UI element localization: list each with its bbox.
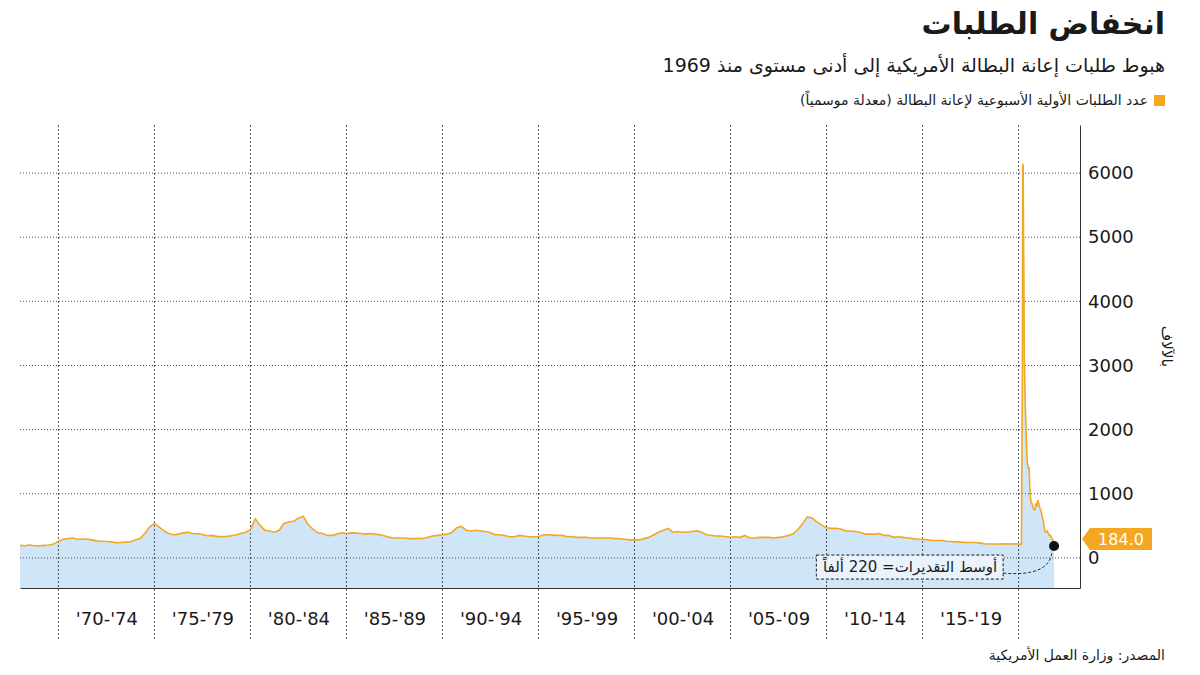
x-tick-label: '85-'89: [364, 608, 426, 629]
x-axis: '70-'74 '75-'79 '80-'84 '85-'89 '90-'94 '95-'…: [21, 588, 1081, 629]
legend-swatch: [1154, 95, 1165, 106]
x-tick-label: '80-'84: [268, 608, 330, 629]
x-tick-label: '00-'04: [652, 608, 714, 629]
plot-lines: [20, 163, 1054, 546]
grid-line-x: [634, 125, 635, 640]
y-tick-label: 3000: [1088, 355, 1134, 376]
y-tick: 3000: [1080, 355, 1134, 376]
source: المصدر: وزارة العمل الأمريكية: [989, 647, 1165, 663]
x-tick-label: '90-'94: [460, 608, 522, 629]
value-flag: [1082, 528, 1152, 550]
x-tick: '85-'89: [364, 588, 426, 629]
x-tick-label: '70-'74: [76, 608, 138, 629]
x-tick: '15-'19: [940, 588, 1002, 629]
y-tick-label: 0: [1088, 547, 1099, 568]
estimate-box: [816, 555, 1003, 579]
grid-line-x: [442, 125, 443, 640]
grid-line-y: [20, 365, 1080, 366]
grid: [20, 125, 1080, 640]
grid-line-y: [20, 301, 1080, 302]
x-tick: '00-'04: [652, 588, 714, 629]
x-tick: '95-'99: [556, 588, 618, 629]
x-tick: '05-'09: [748, 588, 810, 629]
x-tick: '70-'74: [76, 588, 138, 629]
last-point: [1049, 541, 1059, 551]
y-tick: 2000: [1080, 419, 1134, 440]
x-tick-label: '10-'14: [844, 608, 906, 629]
y-tick-label: 6000: [1088, 162, 1134, 183]
y-tick-label: 1000: [1088, 483, 1134, 504]
x-tick: '80-'84: [268, 588, 330, 629]
title: انخفاض الطلبات: [921, 6, 1165, 41]
grid-line-x: [730, 125, 731, 640]
chart: 0100020003000400050006000'70-'74'75-'79'…: [0, 0, 1200, 675]
y-tick: 6000: [1080, 162, 1134, 183]
x-tick: '90-'94: [460, 588, 522, 629]
x-axis-line: [21, 588, 1081, 589]
plot-area: [20, 163, 1054, 588]
y-tick-label: 4000: [1088, 291, 1134, 312]
y-tick: 0: [1080, 547, 1099, 568]
value-label: 184.0: [1098, 530, 1144, 549]
grid-line-y: [20, 429, 1080, 430]
estimate-note: أوسط التقديرات= 220 ألفاً: [816, 555, 1003, 579]
y-tick: 4000: [1080, 291, 1134, 312]
x-tick: '75-'79: [172, 588, 234, 629]
grid-line-x: [538, 125, 539, 640]
grid-line-x: [154, 125, 155, 640]
x-tick-label: '95-'99: [556, 608, 618, 629]
grid-line-y: [20, 173, 1080, 174]
annotations: أوسط التقديرات= 220 ألفاً 184.0: [816, 528, 1152, 579]
y-tick-label: 2000: [1088, 419, 1134, 440]
grid-line-y: [20, 237, 1080, 238]
x-tick: '10-'14: [844, 588, 906, 629]
grid-line-y: [20, 493, 1080, 494]
grid-line-x: [58, 125, 59, 640]
legend: عدد الطلبات الأولية الأسبوعية لإعانة الب…: [800, 92, 1165, 108]
x-tick-label: '75-'79: [172, 608, 234, 629]
y-axis: 0 1000 2000 3000 4000 5000 6000: [1080, 126, 1134, 589]
estimate-text: أوسط التقديرات= 220 ألفاً: [822, 556, 997, 576]
x-tick-label: '05-'09: [748, 608, 810, 629]
y-tick: 1000: [1080, 483, 1134, 504]
area: [20, 163, 1054, 588]
y-axis-line: [1080, 126, 1081, 589]
subtitle: هبوط طلبات إعانة البطالة الأمريكية إلى أ…: [663, 54, 1165, 76]
y-axis-title: بالآلاف: [1158, 326, 1176, 367]
grid-line-x: [346, 125, 347, 640]
x-tick-label: '15-'19: [940, 608, 1002, 629]
estimate-connector: [1003, 551, 1052, 574]
grid-line-x: [1018, 125, 1019, 640]
y-tick-label: 5000: [1088, 226, 1134, 247]
line: [20, 163, 1054, 546]
legend-label: عدد الطلبات الأولية الأسبوعية لإعانة الب…: [800, 92, 1148, 108]
y-tick: 5000: [1080, 226, 1134, 247]
grid-line-x: [250, 125, 251, 640]
